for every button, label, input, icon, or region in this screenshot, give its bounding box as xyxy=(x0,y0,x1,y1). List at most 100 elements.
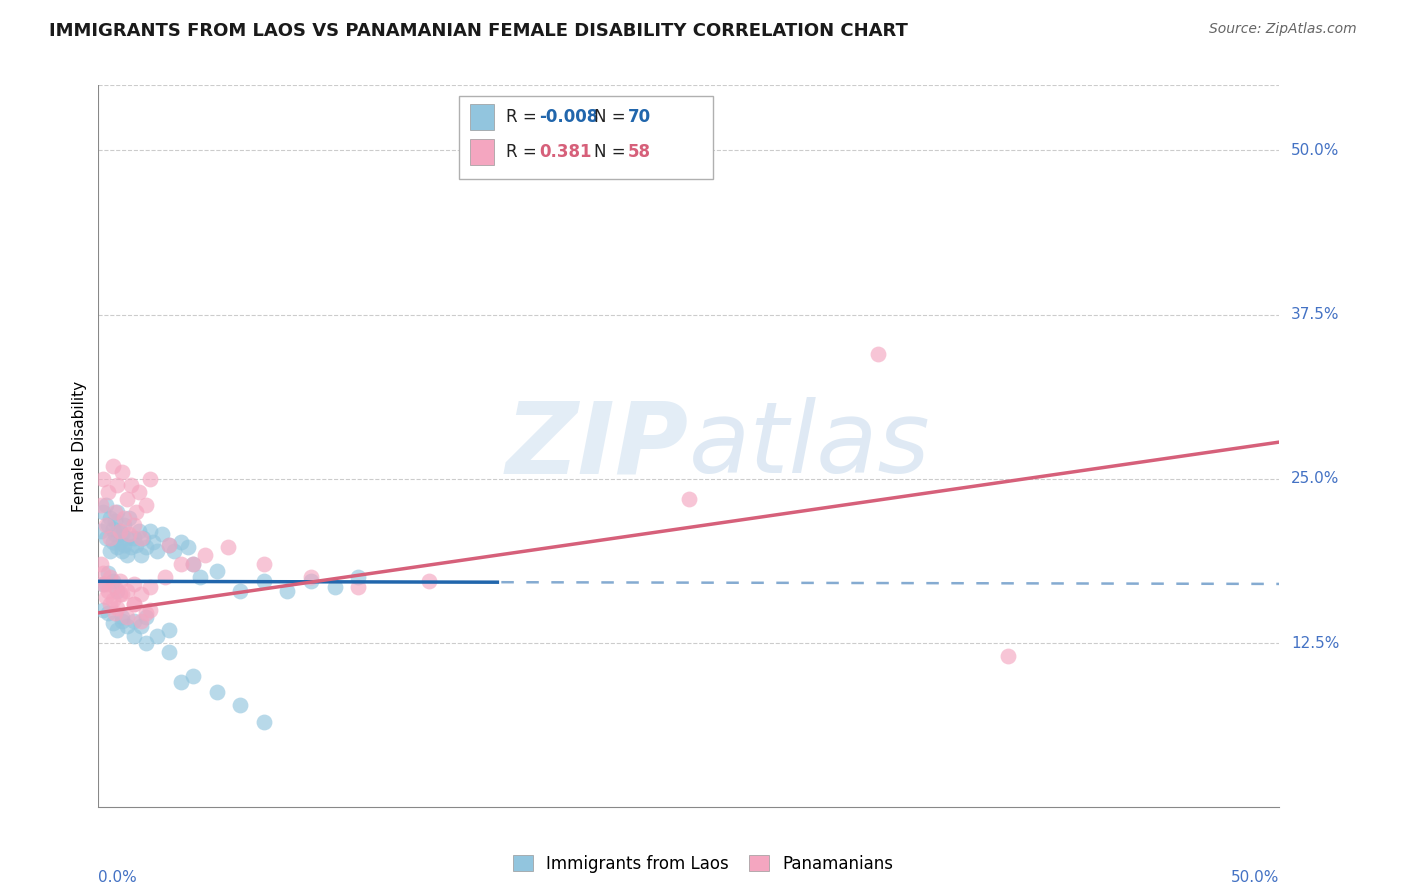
Bar xyxy=(471,104,494,130)
Point xyxy=(91,505,114,519)
Text: 25.0%: 25.0% xyxy=(1291,471,1340,486)
Point xyxy=(108,535,131,549)
Point xyxy=(142,535,165,549)
Point xyxy=(115,619,138,633)
Point xyxy=(125,537,148,551)
Text: IMMIGRANTS FROM LAOS VS PANAMANIAN FEMALE DISABILITY CORRELATION CHART: IMMIGRANTS FROM LAOS VS PANAMANIAN FEMAL… xyxy=(49,22,908,40)
Text: 12.5%: 12.5% xyxy=(1291,636,1340,650)
Point xyxy=(104,514,127,528)
Point xyxy=(112,511,135,525)
Point xyxy=(181,558,204,572)
Text: atlas: atlas xyxy=(689,398,931,494)
Point xyxy=(115,548,138,562)
Point xyxy=(146,544,169,558)
Point xyxy=(299,574,322,589)
Point xyxy=(139,603,162,617)
Text: N =: N = xyxy=(595,108,631,127)
Point xyxy=(98,597,121,611)
Point xyxy=(129,548,152,562)
Point xyxy=(253,714,276,729)
Text: 50.0%: 50.0% xyxy=(1291,143,1340,158)
Point xyxy=(91,577,114,591)
Point xyxy=(90,558,112,572)
Point xyxy=(97,566,120,581)
Point xyxy=(347,570,370,584)
Point xyxy=(111,587,134,601)
Text: -0.008: -0.008 xyxy=(538,108,598,127)
Point xyxy=(170,675,193,690)
Point xyxy=(108,524,131,539)
Point xyxy=(105,600,128,615)
Point xyxy=(170,558,193,572)
Point xyxy=(129,587,152,601)
Point xyxy=(111,609,134,624)
Point xyxy=(299,570,322,584)
Point xyxy=(128,485,150,500)
Point xyxy=(105,505,128,519)
Point xyxy=(135,498,157,512)
Point xyxy=(253,574,276,589)
Point xyxy=(181,669,204,683)
Point xyxy=(188,570,211,584)
Point xyxy=(94,531,117,545)
Point xyxy=(97,517,120,532)
Point xyxy=(205,684,228,698)
Point xyxy=(122,597,145,611)
Point xyxy=(111,465,134,479)
Point xyxy=(121,540,143,554)
Point xyxy=(125,505,148,519)
Text: 37.5%: 37.5% xyxy=(1291,307,1340,322)
Point xyxy=(104,580,127,594)
Bar xyxy=(471,139,494,165)
Point xyxy=(347,580,370,594)
Text: Source: ZipAtlas.com: Source: ZipAtlas.com xyxy=(1209,22,1357,37)
Point xyxy=(135,606,157,620)
Point xyxy=(122,597,145,611)
Point xyxy=(122,517,145,532)
Point xyxy=(98,531,121,545)
Text: R =: R = xyxy=(506,108,541,127)
Point xyxy=(104,606,127,620)
Point xyxy=(122,577,145,591)
Point xyxy=(170,535,193,549)
Point xyxy=(98,544,121,558)
Point xyxy=(146,630,169,644)
Point xyxy=(105,540,128,554)
Point xyxy=(129,619,152,633)
Point xyxy=(108,574,131,589)
Point xyxy=(139,472,162,486)
Text: ZIP: ZIP xyxy=(506,398,689,494)
Point xyxy=(418,574,440,589)
Point xyxy=(98,570,121,584)
Point xyxy=(276,583,298,598)
Point xyxy=(122,531,145,545)
Point xyxy=(101,458,124,473)
Point xyxy=(135,540,157,554)
Point xyxy=(105,478,128,492)
Point xyxy=(135,636,157,650)
Point xyxy=(157,623,180,637)
Point xyxy=(157,645,180,659)
Point xyxy=(111,614,134,628)
Point xyxy=(115,583,138,598)
Point xyxy=(101,616,124,631)
Point xyxy=(104,505,127,519)
Point xyxy=(122,630,145,644)
Point xyxy=(118,527,141,541)
Point xyxy=(108,524,131,539)
Point xyxy=(105,623,128,637)
Point xyxy=(105,583,128,598)
Point xyxy=(997,649,1019,664)
Point xyxy=(128,524,150,539)
Y-axis label: Female Disability: Female Disability xyxy=(72,380,87,512)
Point xyxy=(94,577,117,591)
Point xyxy=(112,537,135,551)
Point xyxy=(104,527,127,541)
Point xyxy=(163,544,186,558)
Point xyxy=(101,535,124,549)
Point xyxy=(678,491,700,506)
Legend: Immigrants from Laos, Panamanians: Immigrants from Laos, Panamanians xyxy=(506,848,900,880)
Point xyxy=(229,698,252,712)
Point xyxy=(101,592,124,607)
Point xyxy=(135,609,157,624)
